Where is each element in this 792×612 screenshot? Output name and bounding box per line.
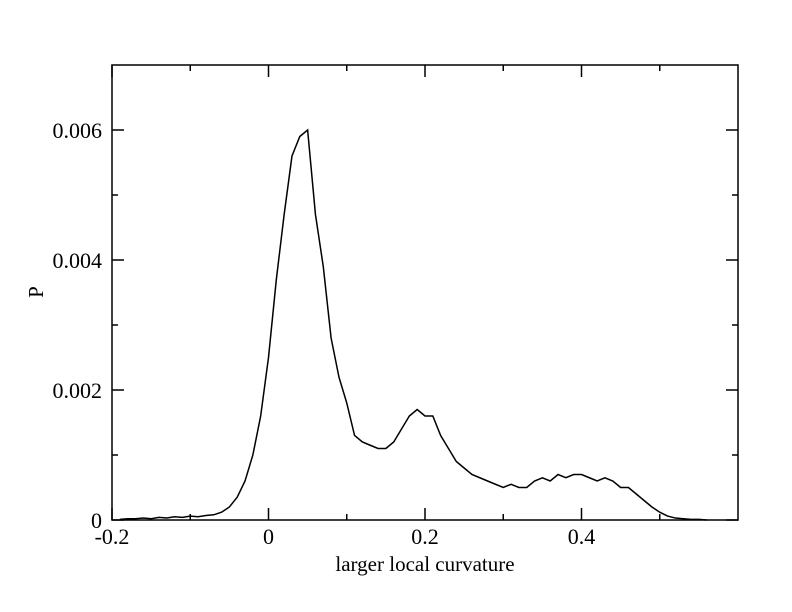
x-tick-label: 0.2 (411, 524, 439, 549)
y-axis-label: P (24, 286, 48, 298)
x-tick-label: 0 (263, 524, 274, 549)
plot-frame (111, 64, 739, 521)
x-axis-label: larger local curvature (335, 552, 514, 576)
y-tick-label: 0.002 (53, 378, 103, 403)
x-tick-label: 0.4 (568, 524, 596, 549)
data-line (119, 128, 707, 521)
x-tick-label: -0.2 (95, 524, 130, 549)
y-tick-label: 0 (91, 508, 102, 533)
y-tick-label: 0.006 (53, 118, 103, 143)
y-tick-label: 0.004 (53, 248, 103, 273)
